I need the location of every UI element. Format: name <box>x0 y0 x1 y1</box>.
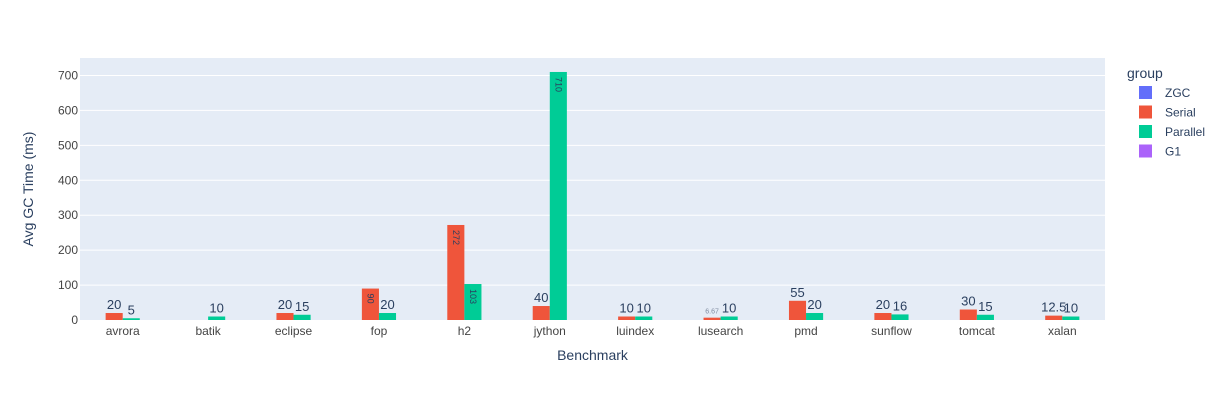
bar-parallel[interactable] <box>293 314 311 320</box>
bar-parallel[interactable] <box>464 284 482 320</box>
bar-serial[interactable] <box>447 224 465 320</box>
data-label: 10 <box>619 301 633 316</box>
data-label: 10 <box>1064 301 1078 316</box>
x-axis-ticks: avrora batik eclipse fop h2 jython luindex luse… <box>106 324 1077 338</box>
gridlines <box>80 74 1105 286</box>
legend-swatch <box>1139 125 1152 138</box>
data-label: 30 <box>961 294 975 309</box>
x-tick-label: batik <box>195 324 221 338</box>
data-label: 5 <box>128 302 135 317</box>
data-label: 6.67 <box>705 309 719 316</box>
bar-parallel[interactable] <box>549 71 567 321</box>
legend-label: Serial <box>1165 106 1196 120</box>
legend-item-parallel[interactable]: Parallel <box>1139 125 1205 139</box>
legend-swatch <box>1139 105 1152 119</box>
data-label: 10 <box>209 301 223 316</box>
data-label: 16 <box>893 298 907 313</box>
data-label: 20 <box>107 297 121 312</box>
bar-serial[interactable] <box>1045 315 1063 320</box>
x-tick-label: avrora <box>106 324 140 338</box>
data-label: 272 <box>451 230 461 245</box>
bar-parallel[interactable] <box>720 316 738 320</box>
y-axis-ticks: 0 100 200 300 400 500 600 700 <box>58 68 78 327</box>
legend-label: ZGC <box>1165 86 1191 100</box>
y-tick-label: 0 <box>71 313 78 327</box>
data-label: 20 <box>380 297 394 312</box>
legend-swatch <box>1139 86 1152 99</box>
bar-parallel[interactable] <box>1062 316 1080 320</box>
data-label: 15 <box>978 299 992 314</box>
y-tick-label: 400 <box>58 173 78 187</box>
data-label: 10 <box>637 301 651 316</box>
y-tick-label: 300 <box>58 208 78 222</box>
bar-parallel[interactable] <box>122 318 140 320</box>
data-label: 90 <box>365 294 375 304</box>
legend-item-zgc[interactable]: ZGC <box>1139 86 1191 100</box>
x-tick-label: xalan <box>1048 324 1077 338</box>
y-axis-label: Avg GC Time (ms) <box>20 132 36 247</box>
bar-parallel[interactable] <box>208 316 226 320</box>
data-label: 40 <box>534 290 548 305</box>
bar-serial[interactable] <box>532 306 550 320</box>
bar-serial[interactable] <box>788 300 807 320</box>
x-tick-label: eclipse <box>275 324 313 338</box>
legend-item-serial[interactable]: Serial <box>1139 105 1196 120</box>
bar-serial[interactable] <box>105 313 123 320</box>
x-tick-label: lusearch <box>698 324 743 338</box>
x-tick-label: h2 <box>458 324 472 338</box>
x-tick-label: tomcat <box>959 324 996 338</box>
data-label: 55 <box>790 285 804 300</box>
plot-background <box>80 58 1105 320</box>
bar-parallel[interactable] <box>806 313 824 320</box>
legend[interactable]: group ZGC Serial Parallel G1 <box>1127 65 1205 159</box>
data-label: 12.5 <box>1041 300 1066 315</box>
x-tick-label: luindex <box>616 324 654 338</box>
x-tick-label: fop <box>371 324 388 338</box>
data-label: 20 <box>876 297 890 312</box>
y-tick-label: 700 <box>58 68 78 82</box>
x-tick-label: pmd <box>794 324 817 338</box>
bar-parallel[interactable] <box>635 316 653 320</box>
legend-label: G1 <box>1165 145 1181 159</box>
bar-parallel[interactable] <box>378 313 397 320</box>
bar-serial[interactable] <box>276 313 294 320</box>
bar-serial[interactable] <box>361 288 379 320</box>
data-label: 710 <box>553 77 563 92</box>
data-label: 15 <box>295 299 309 314</box>
y-tick-label: 100 <box>58 278 78 292</box>
bar-serial[interactable] <box>874 313 892 320</box>
legend-swatch <box>1139 144 1152 158</box>
x-tick-label: sunflow <box>871 324 912 338</box>
y-tick-label: 200 <box>58 243 78 257</box>
y-tick-label: 500 <box>58 138 78 152</box>
data-label: 20 <box>278 297 292 312</box>
legend-item-g1[interactable]: G1 <box>1139 144 1181 159</box>
legend-items[interactable]: ZGC Serial Parallel G1 <box>1139 86 1205 159</box>
bar-parallel[interactable] <box>891 314 909 320</box>
legend-title: group <box>1127 65 1163 81</box>
y-tick-label: 600 <box>58 103 78 117</box>
data-label: 103 <box>468 289 478 304</box>
bar-serial[interactable] <box>618 316 636 320</box>
data-label: 10 <box>722 301 736 316</box>
x-axis-label: Benchmark <box>557 347 629 363</box>
data-label: 20 <box>807 297 821 312</box>
bar-serial[interactable] <box>703 317 721 320</box>
x-tick-label: jython <box>533 324 566 338</box>
bar-serial[interactable] <box>959 309 977 320</box>
bar-parallel[interactable] <box>976 314 994 320</box>
legend-label: Parallel <box>1165 125 1205 139</box>
